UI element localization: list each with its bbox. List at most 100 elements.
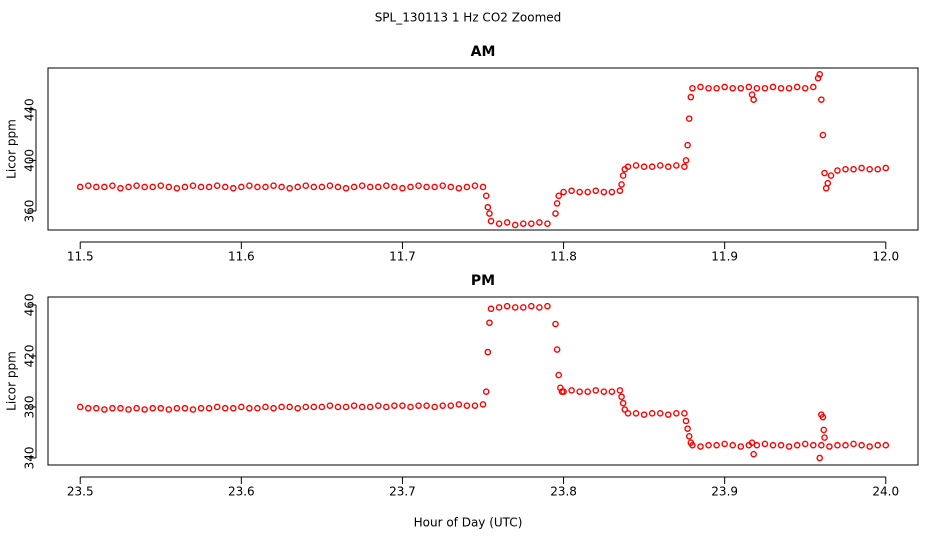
y-tick-label: 400 bbox=[23, 149, 37, 172]
x-tick-label: 23.9 bbox=[711, 485, 738, 499]
data-point bbox=[133, 182, 140, 190]
data-point bbox=[213, 182, 221, 190]
data-point bbox=[761, 440, 769, 448]
data-point bbox=[93, 183, 100, 191]
data-point bbox=[302, 403, 310, 411]
data-point bbox=[750, 96, 757, 103]
data-point bbox=[640, 411, 648, 418]
data-point bbox=[246, 182, 253, 190]
data-point bbox=[648, 163, 656, 171]
x-tick-label: 24.0 bbox=[872, 485, 899, 499]
data-point bbox=[544, 302, 551, 310]
data-point bbox=[682, 157, 690, 164]
data-point bbox=[600, 388, 608, 395]
data-point bbox=[479, 183, 487, 191]
data-point bbox=[737, 443, 745, 450]
data-point bbox=[842, 165, 849, 173]
data-point bbox=[101, 406, 108, 413]
panel-title: PM bbox=[471, 273, 495, 289]
x-tick-label: 23.7 bbox=[389, 485, 416, 499]
data-point bbox=[850, 440, 857, 448]
data-point bbox=[270, 182, 277, 190]
data-point bbox=[882, 441, 890, 449]
data-point bbox=[834, 167, 841, 174]
data-point bbox=[407, 183, 414, 191]
data-point bbox=[262, 183, 269, 191]
data-point bbox=[750, 450, 757, 458]
data-point bbox=[820, 426, 828, 434]
data-point bbox=[576, 188, 583, 196]
data-point bbox=[326, 182, 334, 190]
data-point bbox=[745, 83, 753, 91]
data-point bbox=[302, 182, 310, 190]
data-point bbox=[801, 84, 809, 92]
data-point bbox=[76, 183, 84, 191]
data-point bbox=[286, 403, 293, 411]
data-point bbox=[681, 410, 688, 417]
data-point bbox=[482, 192, 490, 200]
data-point bbox=[536, 219, 543, 226]
data-point bbox=[818, 96, 825, 103]
y-axis-label: Licor ppm bbox=[5, 351, 19, 411]
data-point bbox=[819, 413, 827, 421]
data-point bbox=[689, 84, 696, 92]
data-point bbox=[149, 183, 157, 191]
data-point bbox=[487, 305, 495, 313]
data-point bbox=[689, 441, 696, 449]
x-tick-label: 11.6 bbox=[228, 250, 255, 264]
data-point bbox=[809, 83, 817, 91]
data-point bbox=[568, 187, 575, 195]
data-point bbox=[189, 182, 197, 190]
data-point bbox=[165, 183, 173, 191]
y-tick-label: 340 bbox=[23, 447, 37, 470]
data-point bbox=[608, 388, 616, 395]
data-point bbox=[310, 183, 318, 191]
data-point bbox=[684, 425, 691, 432]
data-point bbox=[423, 402, 430, 409]
data-point bbox=[553, 346, 561, 353]
data-point bbox=[592, 187, 600, 195]
data-point bbox=[624, 410, 632, 417]
data-point bbox=[318, 183, 326, 191]
data-point bbox=[294, 183, 302, 191]
data-point bbox=[84, 404, 92, 412]
data-point bbox=[439, 182, 447, 190]
y-tick-label: 420 bbox=[23, 344, 37, 367]
data-point bbox=[882, 164, 890, 172]
data-point bbox=[858, 164, 865, 172]
data-point bbox=[632, 410, 640, 417]
data-point bbox=[181, 404, 189, 412]
data-point bbox=[133, 404, 140, 412]
data-point bbox=[681, 163, 688, 171]
data-point bbox=[866, 443, 873, 450]
data-point bbox=[816, 454, 824, 462]
data-point bbox=[528, 302, 535, 310]
data-point bbox=[125, 183, 132, 191]
data-point bbox=[753, 441, 761, 449]
data-point bbox=[821, 169, 828, 177]
data-point bbox=[278, 403, 285, 411]
data-point bbox=[326, 402, 334, 409]
data-point bbox=[117, 404, 124, 412]
data-point bbox=[447, 183, 455, 191]
x-axis-label: Hour of Day (UTC) bbox=[414, 516, 523, 530]
data-point bbox=[826, 443, 833, 450]
data-point bbox=[721, 83, 728, 91]
x-tick-label: 11.8 bbox=[550, 250, 577, 264]
data-point bbox=[495, 220, 503, 227]
data-point bbox=[310, 403, 318, 411]
data-point bbox=[729, 84, 737, 92]
data-point bbox=[618, 181, 625, 188]
data-point bbox=[399, 184, 406, 192]
data-point bbox=[503, 302, 511, 310]
data-point bbox=[874, 165, 882, 173]
data-point bbox=[383, 403, 390, 411]
data-point bbox=[682, 417, 690, 425]
data-point bbox=[487, 217, 495, 225]
data-point bbox=[213, 403, 221, 411]
data-point bbox=[286, 184, 293, 192]
data-point bbox=[685, 115, 693, 122]
data-point bbox=[246, 404, 253, 412]
data-point bbox=[737, 84, 745, 92]
